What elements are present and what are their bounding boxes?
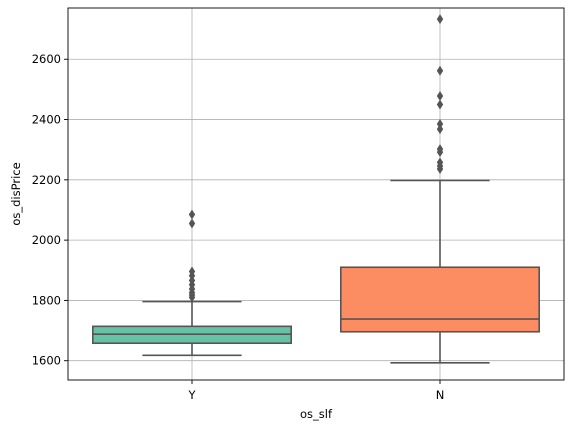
outlier-point-y-8 [188, 266, 196, 277]
x-axis-label: os_slf [300, 407, 333, 421]
outlier-point-n-11 [436, 14, 444, 25]
box-n [339, 266, 540, 333]
outlier-point-n-5 [436, 144, 444, 155]
y-tick-label-2400: 2400 [32, 113, 61, 127]
outlier-point-y-9 [188, 218, 196, 229]
y-axis-label: os_disPrice [9, 162, 23, 225]
axis-layer: 1600 1800 2000 2200 2400 2600 Y N [32, 7, 565, 402]
y-tick-label-1600: 1600 [32, 354, 61, 368]
grid-layer [68, 8, 564, 380]
box-layer [92, 14, 540, 364]
x-tick-label-Y: Y [187, 388, 196, 402]
outlier-point-n-3 [436, 157, 444, 168]
plot-frame [67, 7, 565, 381]
y-tick-label-1800: 1800 [32, 293, 61, 307]
y-tick-label-2600: 2600 [32, 52, 61, 66]
y-tick-label-2200: 2200 [32, 173, 61, 187]
outlier-point-y-10 [188, 209, 196, 220]
outlier-point-n-9 [436, 91, 444, 102]
y-tick-label-2000: 2000 [32, 233, 61, 247]
outlier-point-n-6 [436, 124, 444, 135]
outlier-point-n-10 [436, 65, 444, 76]
outlier-point-n-8 [436, 99, 444, 110]
outlier-point-n-7 [436, 119, 444, 130]
x-tick-label-N: N [436, 388, 445, 402]
